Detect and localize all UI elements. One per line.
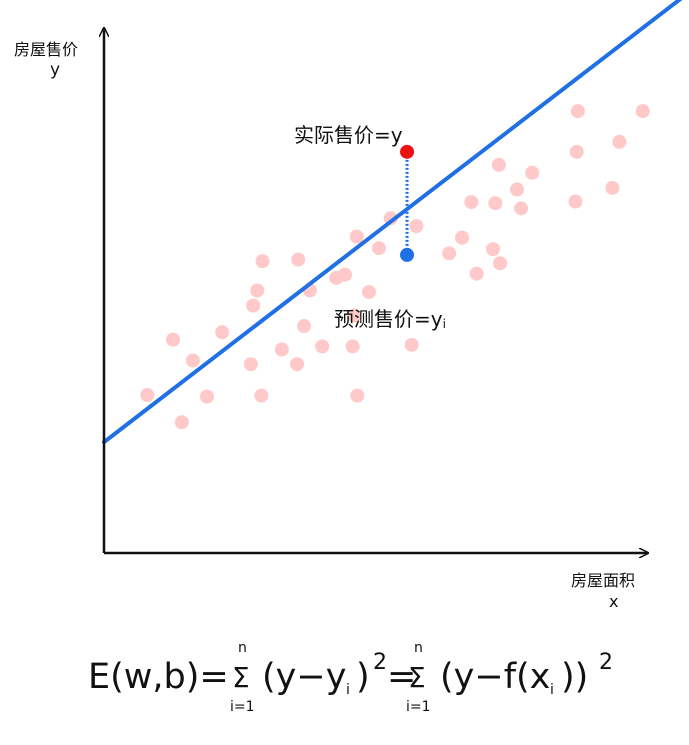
scatter-point-35 (491, 157, 506, 172)
scatter-point-17 (315, 339, 330, 354)
formula-equals: = (387, 657, 417, 697)
scatter-point-5 (199, 389, 214, 404)
scatter-point-22 (349, 229, 364, 244)
scatter-point-26 (383, 211, 398, 226)
loss-formula: E(w,b)= n Σ i=1 (y−y i ) 2 = n Σ i=1 (y−… (88, 640, 648, 720)
x-axis-title: 房屋面积 (571, 571, 636, 590)
scatter-point-13 (290, 357, 305, 372)
sum1-symbol: Σ (232, 661, 250, 694)
formula-lhs: E(w,b)= (88, 657, 229, 697)
scatter-point-40 (568, 194, 583, 209)
predicted-subscript: i (442, 317, 446, 331)
predicted-price-text: 预测售价=y (334, 307, 443, 331)
predicted-price-label: 预测售价=yi (334, 303, 446, 332)
y-axis-variable: y (50, 60, 61, 80)
regression-line (102, 0, 683, 445)
scatter-point-44 (612, 134, 627, 149)
scatter-point-2 (166, 332, 181, 347)
scatter-point-37 (510, 182, 525, 197)
scatter-point-11 (255, 254, 270, 269)
scatter-point-45 (635, 104, 650, 119)
scatter-points (140, 104, 650, 430)
scatter-point-24 (362, 285, 377, 300)
term2-subscript: i (550, 682, 554, 698)
scatter-point-29 (442, 246, 457, 261)
scatter-point-38 (514, 201, 529, 216)
x-axis-variable: x (609, 592, 619, 611)
scatter-point-20 (345, 339, 360, 354)
scatter-point-30 (455, 230, 470, 245)
term2-close: )) (561, 657, 589, 697)
sum2-upper: n (414, 640, 423, 656)
scatter-point-15 (297, 319, 312, 334)
scatter-point-9 (250, 283, 265, 298)
scatter-point-41 (569, 144, 584, 159)
scatter-point-1 (140, 388, 155, 403)
scatter-point-3 (174, 415, 189, 430)
scatter-point-34 (488, 196, 503, 211)
scatter-point-12 (274, 342, 289, 357)
term2-open: (y−f(x (440, 657, 551, 697)
scatter-point-21 (347, 308, 362, 323)
scatter-point-33 (486, 242, 501, 257)
scatter-point-6 (215, 325, 230, 340)
actual-price-label: 实际售价=y (294, 123, 403, 147)
actual-price-point (400, 144, 415, 159)
sum1-upper: n (238, 640, 247, 656)
scatter-point-39 (525, 165, 540, 180)
scatter-point-7 (243, 357, 258, 372)
scatter-point-23 (350, 388, 365, 403)
scatter-point-28 (409, 219, 424, 234)
term1-exponent: 2 (373, 650, 387, 675)
term1-close: ) (356, 657, 370, 697)
term1-subscript: i (346, 682, 350, 698)
scatter-point-31 (464, 195, 479, 210)
scatter-point-32 (469, 266, 484, 281)
scatter-point-36 (493, 256, 508, 271)
predicted-price-point (400, 247, 415, 262)
scatter-point-43 (605, 180, 620, 195)
scatter-point-10 (254, 388, 269, 403)
sum2-lower: i=1 (406, 699, 431, 715)
term2-exponent: 2 (599, 650, 613, 675)
scatter-point-19 (338, 267, 353, 282)
y-axis-title: 房屋售价 (14, 40, 79, 59)
scatter-point-27 (404, 337, 419, 352)
scatter-point-25 (371, 241, 386, 256)
scatter-point-42 (570, 104, 585, 119)
sum1-lower: i=1 (230, 699, 255, 715)
scatter-point-4 (185, 353, 200, 368)
scatter-point-14 (291, 252, 306, 267)
sum2-symbol: Σ (408, 661, 426, 694)
scatter-point-8 (246, 298, 261, 313)
term1-open: (y−y (262, 657, 347, 697)
